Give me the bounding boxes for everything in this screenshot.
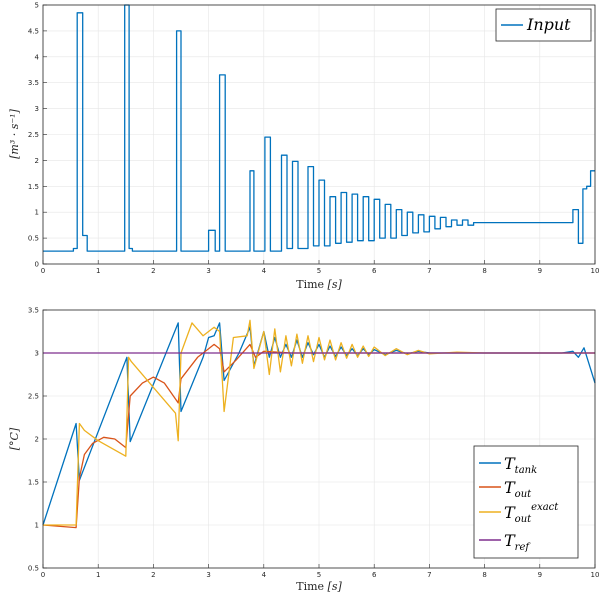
x-tick-label: 5 [317,267,321,275]
x-tick-label: 2 [151,571,155,579]
y-tick-label: 0.5 [28,565,39,573]
y-tick-labels-temperature: 0.5 1 1.5 2 2.5 3 3.5 [28,307,39,573]
y-tick-label: 3.5 [28,79,39,87]
axes-box-input [42,4,596,265]
y-tick-label: 0 [35,261,39,269]
y-tick-label: 3 [35,105,39,113]
legend-temperature: Ttank Tout Toutexact Tref [473,445,579,559]
y-tick-label: 0.5 [28,235,39,243]
y-tick-label: 2.5 [28,393,39,401]
y-tick-label: 1.5 [28,183,39,191]
series-line-input [43,4,595,252]
y-tick-label: 1.5 [28,479,39,487]
y-tick-label: 2 [35,436,39,444]
x-tick-label: 7 [427,571,431,579]
x-tick-label: 2 [151,267,155,275]
series-lines-input [43,4,595,252]
y-axis-label-temperature: [°C] [8,427,21,450]
y-tick-label: 1 [35,209,39,217]
x-tick-label: 3 [206,571,210,579]
y-tick-label: 4.5 [28,27,39,35]
series-lines-temperature [42,319,596,529]
x-tick-label: 0 [41,267,45,275]
y-tick-label: 3.5 [28,307,39,315]
x-tick-label: 8 [482,267,486,275]
x-tick-label: 3 [206,267,210,275]
x-tick-label: 10 [591,267,600,275]
y-tick-label: 1 [35,522,39,530]
y-tick-label: 2 [35,157,39,165]
legend-label-t-out-exact: Toutexact [504,502,559,525]
x-tick-labels-temperature: 0 1 2 3 4 5 6 7 8 9 10 [41,571,600,579]
x-tick-label: 7 [427,267,431,275]
x-tick-label: 4 [262,571,267,579]
legend-label-t-tank: Ttank [504,454,537,476]
legend-label-t-out: Tout [504,478,532,500]
legend-box-temperature [473,445,579,559]
y-tick-label: 5 [35,2,39,10]
chart-input: 0 1 2 3 4 5 6 7 8 9 10 0 0.5 1 1.5 2 2.5 3 3.5 4 4.5 5 Time … [8,2,599,292]
y-tick-label: 4 [35,53,40,61]
x-tick-labels-input: 0 1 2 3 4 5 6 7 8 9 10 [41,267,600,275]
y-tick-labels-input: 0 0.5 1 1.5 2 2.5 3 3.5 4 4.5 5 [28,2,40,269]
x-tick-label: 1 [96,267,100,275]
x-tick-label: 10 [591,571,600,579]
axes-box-temperature [42,309,596,569]
y-tick-label: 3 [35,350,39,358]
x-tick-label: 6 [372,571,377,579]
x-tick-label: 9 [538,571,542,579]
legend-label-t-ref: Tref [504,531,531,553]
x-axis-label-temperature: Time [s] [296,580,342,593]
legend-label-input: Input [526,15,571,34]
x-tick-label: 1 [96,571,100,579]
x-tick-label: 9 [538,267,542,275]
x-tick-label: 5 [317,571,321,579]
x-tick-label: 8 [482,571,486,579]
x-axis-label-input: Time [s] [296,278,342,291]
x-tick-label: 6 [372,267,377,275]
x-tick-label: 0 [41,571,45,579]
legend-input: Input [495,8,592,42]
chart-temperature: 0 1 2 3 4 5 6 7 8 9 10 0.5 1 1.5 2 2.5 3 3.5 Time [s] [°… [8,307,599,594]
x-tick-label: 4 [262,267,267,275]
y-tick-label: 2.5 [28,131,39,139]
y-axis-label-input: [m³ · s⁻¹] [8,108,21,158]
